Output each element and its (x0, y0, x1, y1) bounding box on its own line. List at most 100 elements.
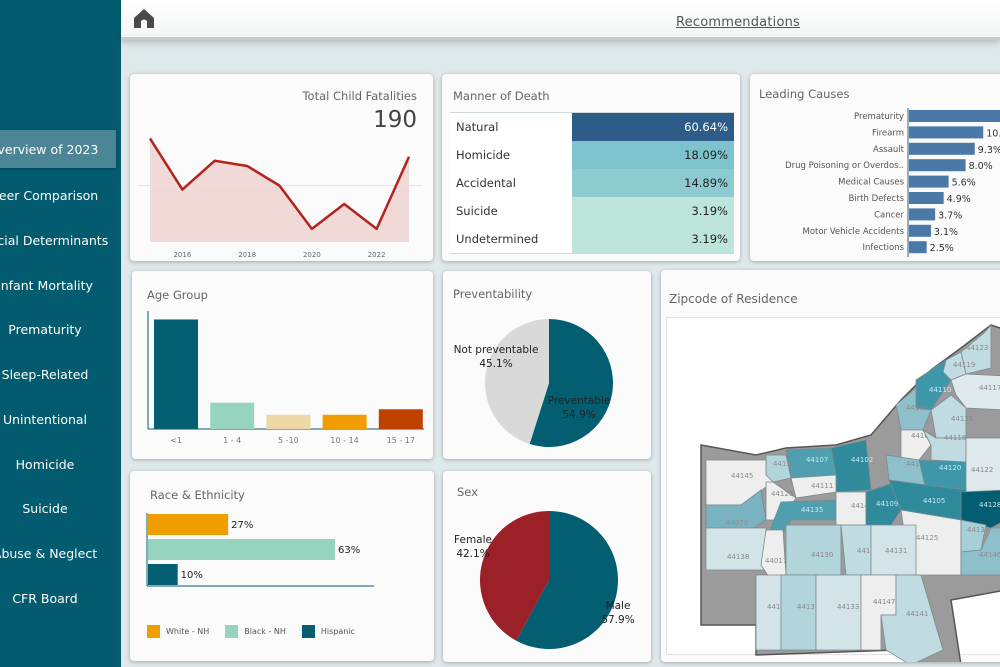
sidebar-item-label: Unintentional (2, 411, 88, 427)
manner-row-accidental: Accidental 14.89% (450, 169, 734, 197)
pie-slice-preventable (529, 319, 613, 447)
sidebar-item-label: Abuse & Neglect (0, 545, 98, 561)
bar-value-label: 9.3% (978, 145, 1000, 156)
total-fatalities-card: Total Child Fatalities 190 2016 2018 2020 2… (130, 74, 433, 261)
bar-value-label: 3.7% (938, 210, 962, 221)
x-tick-label: 10 - 14 (330, 436, 358, 445)
category-label: Drug Poisoning or Overdos.. (785, 161, 904, 171)
manner-value: 14.89% (572, 169, 734, 197)
zip-area-44106 (900, 429, 932, 461)
sidebar-item-social-determinants[interactable]: Social Determinants (0, 221, 120, 259)
zip-label-44135: 44135 (801, 506, 823, 514)
manner-value: 18.09% (572, 141, 734, 169)
manner-of-death-table: Natural 60.64% Homicide 18.09% Accidental 14.… (450, 112, 734, 254)
zip-area-44146 (960, 527, 1000, 576)
zip-label-44137: 44137 (967, 526, 989, 534)
zip-label-44146: 44146 (979, 551, 1000, 559)
legend-label: Black - NH (244, 627, 286, 636)
zip-label-44141: 44141 (906, 610, 928, 618)
leading-causes-card: Leading Causes Prematurity Firearm 10.5% As… (750, 74, 1000, 261)
sidebar-item-label: Infant Mortality (0, 277, 93, 293)
zip-label-44107: 44107 (806, 456, 828, 464)
age-bar-2 (266, 414, 311, 429)
trend-area (150, 138, 409, 242)
zip-label-44116: 44116 (773, 460, 796, 468)
sidebar-item-infant-mortality[interactable]: Infant Mortality (0, 266, 120, 304)
fatalities-trend-chart: 2016 2018 2020 2022 (138, 137, 422, 259)
sidebar-item-cfr-board[interactable]: CFR Board (0, 579, 120, 617)
zipcode-map-card: Zipcode of Residence 44123 44119 44117 4411… (661, 270, 1000, 662)
zip-label-44108: 44108 (906, 404, 928, 412)
x-tick-label: 1 - 4 (223, 436, 241, 445)
sidebar-item-suicide[interactable]: Suicide (0, 489, 120, 527)
sidebar-item-peer-comparison[interactable]: Peer Comparison (0, 176, 120, 214)
sidebar-item-label: Peer Comparison (0, 187, 99, 203)
zip-label-44120: 44120 (939, 464, 961, 472)
category-label: Medical Causes (838, 178, 904, 188)
zip-label-44102: 44102 (851, 456, 873, 464)
category-label: Motor Vehicle Accidents (802, 227, 904, 237)
bar-value-label: 63% (338, 545, 360, 556)
pie-slice-male (516, 511, 618, 649)
bar-value-label: 10.5% (986, 128, 1000, 139)
manner-of-death-card: Manner of Death Natural 60.64% Homicide 18.… (442, 74, 740, 261)
zip-area-44128 (960, 489, 1000, 529)
manner-label: Homicide (450, 141, 572, 169)
preventability-title: Preventability (453, 287, 533, 301)
sidebar-item-label: Prematurity (8, 321, 82, 337)
zip-label-44125: 44125 (916, 534, 938, 542)
home-icon[interactable] (133, 8, 155, 28)
zip-label-44104: 44104 (906, 460, 929, 468)
manner-row-undetermined: Undetermined 3.19% (450, 225, 734, 253)
sidebar-item-label: Social Determinants (0, 232, 109, 248)
bar-value-label: 10% (181, 570, 203, 581)
legend-swatch-black-nh (225, 625, 239, 638)
x-tick-label: <1 (170, 436, 182, 445)
pie-label: Female (454, 534, 492, 546)
race-legend: White - NH Black - NH Hispanic (147, 625, 355, 638)
manner-label: Natural (450, 113, 572, 141)
pie-label: Not preventable (454, 344, 539, 356)
age-bar-1 (210, 402, 255, 429)
x-tick-label: 15 - 17 (387, 436, 415, 445)
sidebar-item-homicide[interactable]: Homicide (0, 445, 120, 483)
pie-percent: 42.1% (456, 548, 489, 560)
zip-label-44138: 44138 (727, 553, 749, 561)
sidebar: Overview of 2023 Peer Comparison Social … (0, 0, 121, 667)
sidebar-item-prematurity[interactable]: Prematurity (0, 310, 120, 348)
zipcode-choropleth-map[interactable]: 44123 44119 44117 44110 44108 44121 44106 44118… (661, 270, 1000, 662)
total-fatalities-value: 190 (373, 107, 417, 133)
zip-area-44122 (965, 437, 1000, 493)
leading-causes-chart: Prematurity Firearm 10.5% Assault 9.3% Drug P… (785, 108, 1000, 257)
x-tick-label: 2018 (238, 251, 256, 259)
pie-percent: 45.1% (479, 358, 512, 370)
sex-chart: Male 57.9% Female 42.1% (454, 511, 635, 649)
bar-value-label: 8.0% (969, 161, 993, 172)
category-label: Cancer (874, 210, 904, 220)
sidebar-item-unintentional[interactable]: Unintentional (0, 400, 120, 438)
sidebar-item-abuse-neglect[interactable]: Abuse & Neglect (0, 534, 120, 572)
bar-firearm (909, 126, 984, 139)
zip-area-44141 (880, 574, 944, 662)
leading-causes-title: Leading Causes (759, 87, 850, 101)
zip-area-44102 (830, 439, 872, 493)
age-group-card: Age Group <1 1 - 4 5 -10 10 - 14 15 - 17 (132, 271, 433, 459)
x-tick-label: 2020 (303, 251, 321, 259)
bar-prematurity (909, 110, 1000, 122)
zip-label-44130: 44130 (811, 551, 833, 559)
x-tick-label: 2022 (368, 251, 386, 259)
age-bar-0 (154, 319, 198, 429)
zip-area-44130 (785, 524, 842, 576)
sidebar-item-label: Suicide (22, 500, 68, 516)
sidebar-item-overview-of-2023[interactable]: Overview of 2023 (0, 130, 116, 168)
zip-label-44145: 44145 (731, 472, 753, 480)
recommendations-link[interactable]: Recommendations (676, 15, 801, 30)
zip-label-44109: 44109 (876, 500, 898, 508)
zip-area-44121 (930, 394, 967, 439)
sidebar-item-label: Overview of 2023 (0, 141, 99, 157)
sidebar-item-sleep-related[interactable]: Sleep-Related (0, 355, 120, 393)
zip-label-44111: 44111 (811, 482, 833, 490)
manner-label: Accidental (450, 169, 572, 197)
preventability-chart: Preventable 54.9% Not preventable 45.1% (454, 319, 613, 447)
legend-label: Hispanic (320, 627, 355, 636)
